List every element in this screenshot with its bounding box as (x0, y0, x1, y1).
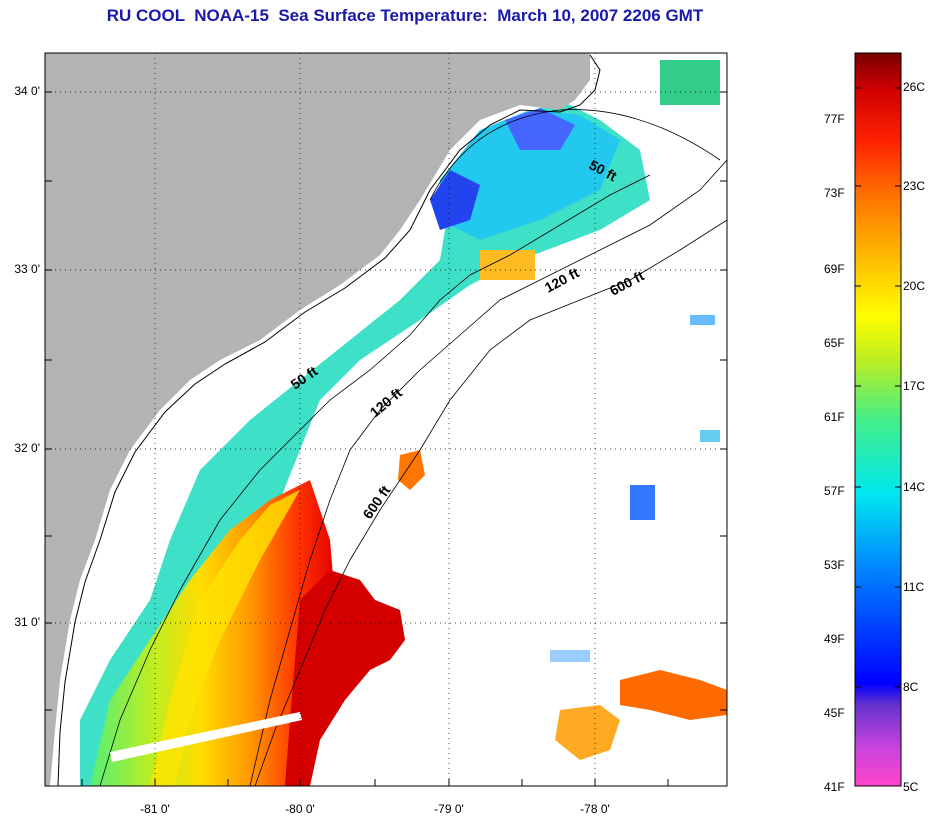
sst-red-patch-main (285, 570, 405, 786)
lat-label-33: 33 0' (14, 262, 40, 276)
sst-pixel-cluster (480, 250, 535, 280)
colorbar-c-label: 26C (903, 80, 926, 94)
colorbar (854, 52, 902, 787)
colorbar-c-label: 23C (903, 179, 926, 193)
sst-pixel-cluster (550, 650, 590, 662)
colorbar-f-label: 77F (824, 112, 845, 126)
lon-label-80: -80 0' (285, 802, 315, 816)
colorbar-f-label: 65F (824, 336, 845, 350)
land-mass (45, 53, 590, 786)
sst-pixel-cluster (700, 430, 720, 442)
coastline (57, 54, 601, 786)
sst-pixel-cluster (630, 485, 655, 520)
sst-mixed-patch-offshore (555, 705, 620, 760)
map-title: RU COOL NOAA-15 Sea Surface Temperature:… (106, 6, 704, 25)
lat-label-32: 32 0' (14, 441, 40, 455)
swath-gap (110, 712, 302, 762)
colorbar-c-label: 17C (903, 379, 926, 393)
colorbar-f-label: 53F (824, 558, 845, 572)
colorbar-f-label: 69F (824, 262, 845, 276)
sst-red-patch-offshore (620, 670, 727, 720)
contour-outer-arc (429, 109, 721, 201)
colorbar-ticks (855, 87, 901, 688)
colorbar-f-label: 73F (824, 186, 845, 200)
colorbar-f-label: 41F (824, 780, 845, 794)
sst-red-patch-orange (398, 450, 425, 490)
colorbar-f-label: 45F (824, 706, 845, 720)
sst-blue-patch-2 (505, 108, 575, 150)
colorbar-c-label: 5C (903, 780, 919, 794)
contour-120ft (249, 159, 727, 786)
lat-label-34: 34 0' (14, 84, 40, 98)
colorbar-c-label: 8C (903, 680, 919, 694)
lon-label-79: -79 0' (434, 802, 464, 816)
lon-label-81: -81 0' (140, 802, 170, 816)
map-frame (44, 52, 728, 787)
contour-600ft (254, 219, 727, 786)
sst-cyan-patch (440, 110, 620, 240)
lon-label-78: -78 0' (580, 802, 610, 816)
lat-label-31: 31 0' (14, 615, 40, 629)
colorbar-c-label: 20C (903, 279, 926, 293)
sst-yellow-band (150, 490, 300, 786)
sst-pixel-cluster (660, 60, 720, 105)
contour-50ft (99, 174, 651, 786)
sst-blue-patch (430, 170, 480, 230)
colorbar-c-label: 14C (903, 480, 926, 494)
axis-ticks (45, 91, 727, 786)
colorbar-f-label: 61F (824, 410, 845, 424)
colorbar-f-label: 49F (824, 632, 845, 646)
sst-pixel-cluster (690, 315, 715, 325)
map-grid (45, 53, 727, 786)
colorbar-f-label: 57F (824, 484, 845, 498)
colorbar-c-label: 11C (903, 580, 925, 594)
